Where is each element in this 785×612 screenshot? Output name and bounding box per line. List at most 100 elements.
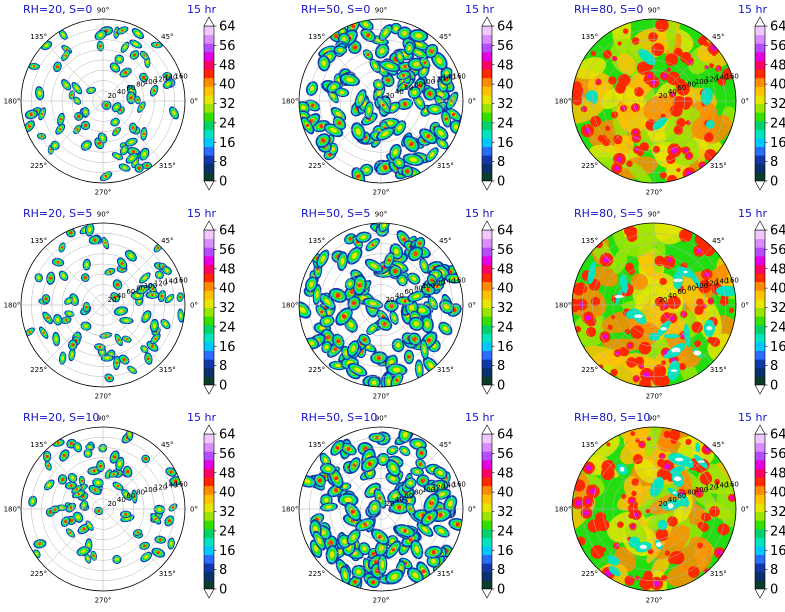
contour-blob (444, 77, 449, 82)
colorbar-extend-min (481, 180, 493, 191)
colorbar-segment (204, 298, 214, 308)
contour-blob (104, 103, 109, 107)
contour-blob (402, 528, 407, 533)
panel-title: RH=20, S=0 (23, 3, 92, 16)
colorbar-segment (755, 247, 765, 257)
radial-label: 100 (144, 78, 157, 86)
contour-blob (166, 74, 169, 77)
contour-blob (112, 473, 115, 476)
angle-label: 135° (308, 441, 325, 449)
colorbar-segment (755, 43, 765, 53)
contour-blob (407, 45, 412, 51)
contour-blob (317, 478, 322, 483)
contour-blob (124, 71, 128, 75)
contour-blob (65, 48, 68, 51)
radial-label: 120 (705, 75, 718, 83)
colorbar-tick-label: 64 (497, 428, 514, 443)
angle-label: 315° (437, 162, 454, 170)
grid-spoke (44, 42, 104, 102)
colorbar-extend-max (203, 220, 215, 231)
polar-grid (571, 18, 737, 184)
polar-frame (571, 222, 737, 388)
colorbar-tick-label: 0 (770, 583, 778, 598)
grid-spoke (322, 100, 382, 160)
colorbar-extend-min (203, 180, 215, 191)
contour-blob (709, 299, 713, 303)
angle-label: 225° (30, 570, 47, 578)
contour-blob (631, 37, 640, 45)
contour-blob (56, 441, 60, 445)
angle-label: 0° (468, 98, 476, 106)
colorbar-segment (204, 247, 214, 257)
contour-field (299, 19, 463, 183)
angle-label: 90° (97, 211, 109, 219)
colorbar-tick-label: 8 (497, 359, 505, 374)
colorbar-tick-label: 8 (770, 155, 778, 170)
colorbar-tick-label: 32 (219, 97, 236, 112)
colorbar-tick-label: 48 (770, 58, 785, 73)
radial-label: 60 (677, 288, 686, 296)
colorbar-segment (482, 580, 492, 590)
colorbar-segment (204, 477, 214, 487)
contour-blob (348, 321, 354, 328)
colorbar-segment (482, 230, 492, 240)
contour-blob (120, 261, 124, 265)
colorbar-segment (204, 163, 214, 173)
contour-blob (696, 248, 702, 254)
contour-blob (572, 283, 586, 296)
colorbar-segment (204, 26, 214, 36)
colorbar-segment (755, 554, 765, 564)
colorbar-tick-label: 0 (497, 175, 505, 190)
contour-blob (334, 488, 339, 493)
colorbar-segment (204, 485, 214, 495)
colorbar-segment (755, 230, 765, 240)
colorbar-segment (755, 77, 765, 87)
angle-label: 90° (648, 7, 660, 15)
contour-blob (85, 262, 89, 267)
colorbar-extend-min (481, 384, 493, 395)
colorbar-segment (755, 376, 765, 386)
contour-blob (351, 252, 358, 259)
polar-frame (298, 18, 464, 184)
colorbar-tick-label: 56 (770, 39, 785, 54)
colorbar-segment (204, 316, 214, 326)
contour-blob (172, 110, 176, 116)
colorbar-segment (204, 264, 214, 274)
radial-label: 20 (659, 92, 668, 100)
contour-blob (360, 235, 367, 240)
contour-blob (660, 454, 664, 458)
contour-blob (171, 506, 175, 509)
contour-blob (585, 315, 592, 321)
contour-blob (140, 287, 146, 292)
contour-blob (403, 65, 407, 69)
contour-blob (366, 53, 370, 57)
colorbar-tick-label: 24 (219, 524, 236, 539)
grid-spoke (102, 42, 162, 102)
contour-blob (309, 341, 315, 346)
contour-blob (331, 85, 337, 90)
contour-blob (167, 519, 171, 523)
contour-blob (669, 315, 675, 321)
angle-label: 270° (95, 393, 112, 401)
contour-blob (116, 484, 120, 488)
contour-blob (354, 367, 361, 373)
colorbar-tick-label: 56 (219, 447, 236, 462)
radial-label: 120 (432, 279, 445, 287)
grid-spoke (322, 304, 382, 364)
contour-blob (617, 521, 624, 528)
contour-blob (703, 41, 709, 47)
colorbar-tick-label: 24 (497, 524, 514, 539)
colorbar-segment (755, 238, 765, 248)
contour-blob (663, 352, 681, 359)
contour-blob (382, 165, 388, 170)
radial-label: 20 (386, 92, 395, 100)
contour-blob (636, 61, 651, 75)
contour-blob (422, 263, 426, 269)
colorbar-segment (755, 86, 765, 96)
contour-blob (178, 295, 182, 299)
contour-blob (86, 451, 90, 455)
colorbar-extend-max (481, 220, 493, 231)
contour-blob (658, 375, 670, 387)
